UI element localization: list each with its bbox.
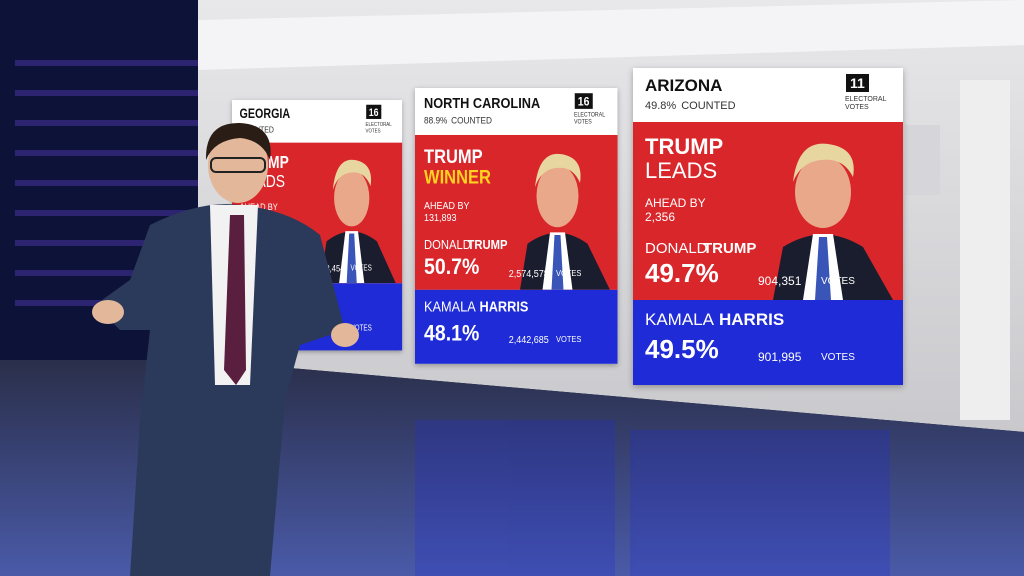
- trump-first: DONALD: [424, 237, 471, 253]
- trump-last: TRUMP: [703, 240, 757, 257]
- headline-2: WINNER: [424, 166, 491, 189]
- headline-1: TRUMP: [645, 134, 724, 159]
- harris-pct: 49.5%: [645, 334, 719, 364]
- ahead-value: 2,356: [645, 210, 676, 224]
- votes-label: VOTES: [556, 268, 582, 279]
- votes-label: VOTES: [556, 335, 582, 345]
- state-name: ARIZONA: [645, 76, 723, 95]
- trump-last: TRUMP: [467, 237, 508, 253]
- trump-pct: 50.7%: [424, 253, 480, 280]
- ev-label: ELECTORAL VOTES: [574, 112, 605, 126]
- ahead-value: 131,893: [424, 211, 457, 224]
- state-card: NORTH CAROLINA 88.9% COUNTED 16 ELECTORAL VO…: [415, 88, 618, 364]
- ahead-label: AHEAD BY: [239, 201, 278, 213]
- candidate-photo: [773, 143, 893, 300]
- trump-panel: TRUMP WINNER AHEAD BY 131,893 DONALD TRUMP 50.…: [415, 134, 618, 290]
- harris-last: HARRIS: [719, 310, 785, 329]
- candidate-photo: [320, 159, 396, 284]
- counted-label: COUNTED: [681, 100, 736, 112]
- headline-2: LEADS: [645, 158, 718, 183]
- votes-label: VOTES: [821, 276, 855, 287]
- trump-pct: 49.7%: [645, 258, 719, 288]
- state-name: GEORGIA: [239, 106, 291, 122]
- trump-votes: 904,351: [758, 274, 802, 288]
- harris-votes: 901,995: [758, 350, 802, 364]
- card-header: ARIZONA 49.8% COUNTED 11 ELECTORAL VOTES: [633, 68, 903, 122]
- votes-label: VOTES: [350, 264, 372, 274]
- counted-pct: 49.8%: [645, 100, 677, 112]
- counted-line: 49.8% COUNTED: [645, 100, 736, 112]
- harris-panel: KAMALA HARRIS 49.5% 901,995 VOTES: [633, 300, 903, 385]
- card-header: NORTH CAROLINA 88.9% COUNTED 16 ELECTORAL VO…: [415, 88, 618, 135]
- ahead-label: AHEAD BY: [645, 196, 706, 210]
- ahead-label: AHEAD BY: [424, 199, 470, 212]
- harris-panel: KAMALA HARRIS 48.1% 2,442,685 VOTES: [415, 289, 618, 364]
- ev-number: 16: [366, 104, 382, 119]
- trump-first: DONALD: [645, 240, 708, 257]
- harris-votes: 2,442,685: [508, 333, 549, 346]
- ev-label: ELECTORAL VOTES: [845, 96, 887, 111]
- headline-1: TRUMP: [424, 145, 483, 168]
- harris-first: KAMALA: [424, 298, 476, 316]
- harris-first: KAMALA: [645, 310, 714, 329]
- state-card: ARIZONA 49.8% COUNTED 11 ELECTORAL VOTES TRUM…: [633, 68, 903, 385]
- state-name: NORTH CAROLINA: [424, 94, 541, 112]
- votes-label: VOTES: [350, 324, 372, 334]
- candidate-photo: [520, 153, 610, 290]
- counted-label: COUNTED: [451, 115, 492, 127]
- trump-panel: TRUMP LEADS AHEAD BY 2,356 DONALD TRUMP 49.7% 9…: [633, 122, 903, 300]
- trump-votes: 2,574,578: [508, 267, 549, 280]
- counted-line: 88.9% COUNTED: [424, 116, 492, 126]
- counted-pct: 88.9%: [424, 115, 448, 127]
- harris-last: HARRIS: [479, 298, 529, 316]
- ev-label: ELECTORAL VOTES: [365, 122, 392, 134]
- harris-pct: 48.1%: [424, 319, 480, 346]
- votes-label: VOTES: [821, 352, 855, 363]
- ev-number: 11: [846, 74, 869, 92]
- ev-number: 16: [574, 93, 593, 109]
